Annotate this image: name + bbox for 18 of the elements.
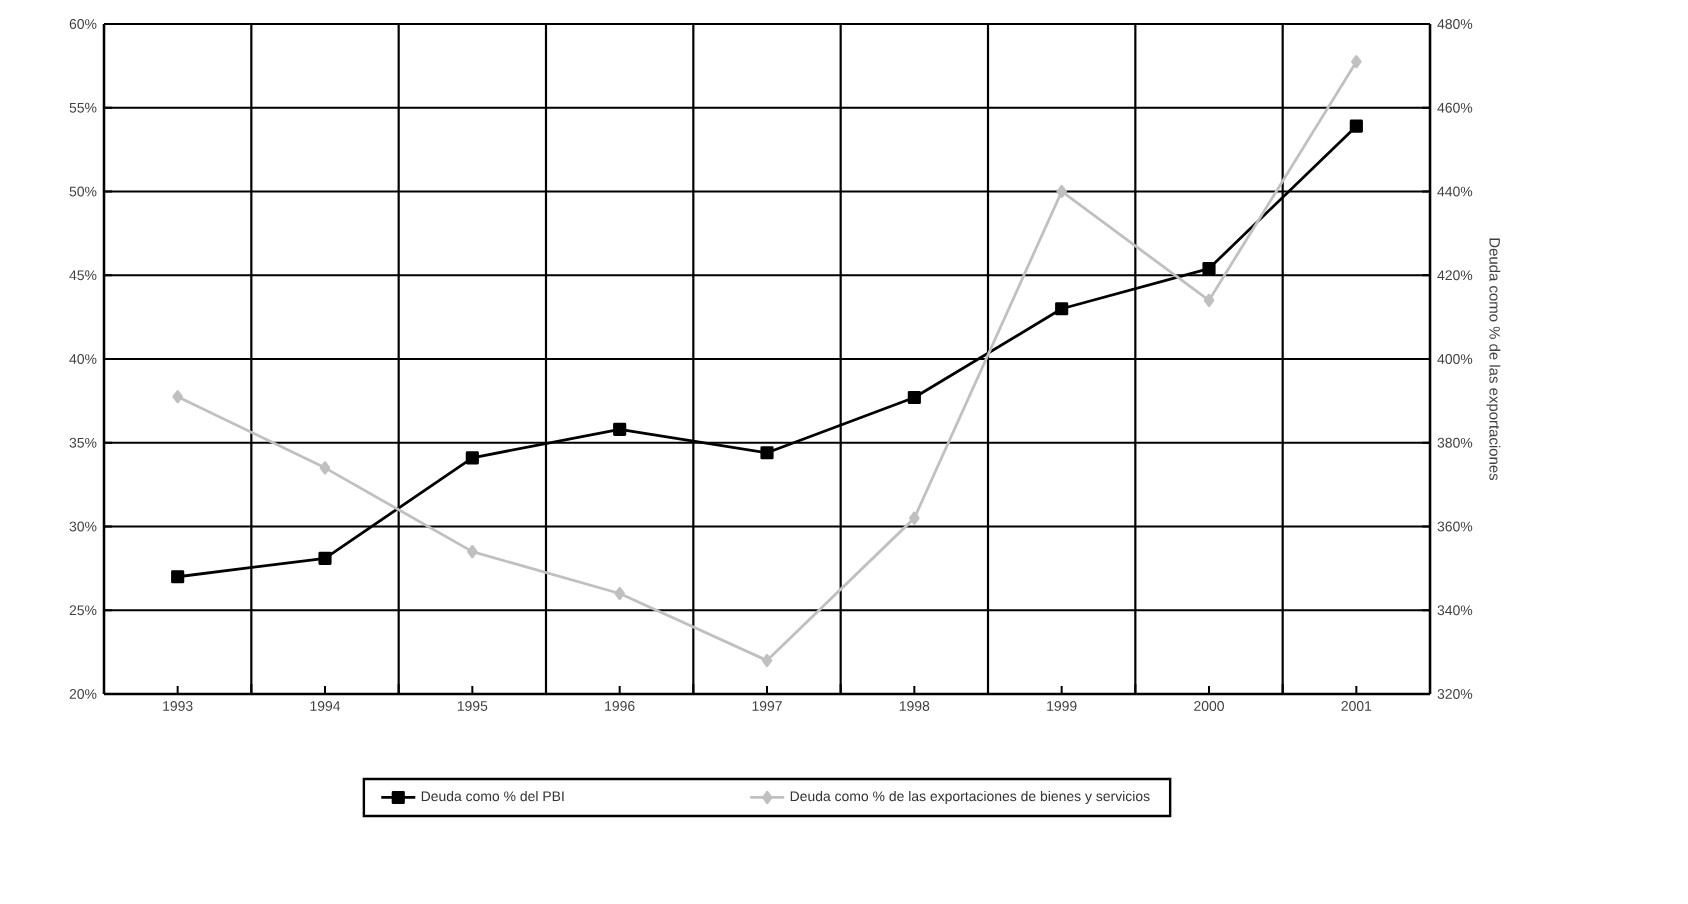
point [319, 461, 331, 475]
point [761, 653, 773, 668]
point [172, 390, 183, 404]
point [318, 551, 332, 565]
point [1202, 261, 1216, 276]
point [1055, 302, 1069, 316]
point [907, 390, 921, 405]
point [467, 545, 478, 559]
point [1351, 55, 1362, 69]
point [465, 451, 479, 465]
point [760, 446, 774, 460]
point [171, 570, 185, 584]
point [614, 586, 625, 601]
point [1349, 119, 1363, 133]
point [1056, 184, 1067, 199]
point [1203, 293, 1215, 307]
point [613, 422, 627, 436]
point [909, 511, 920, 525]
